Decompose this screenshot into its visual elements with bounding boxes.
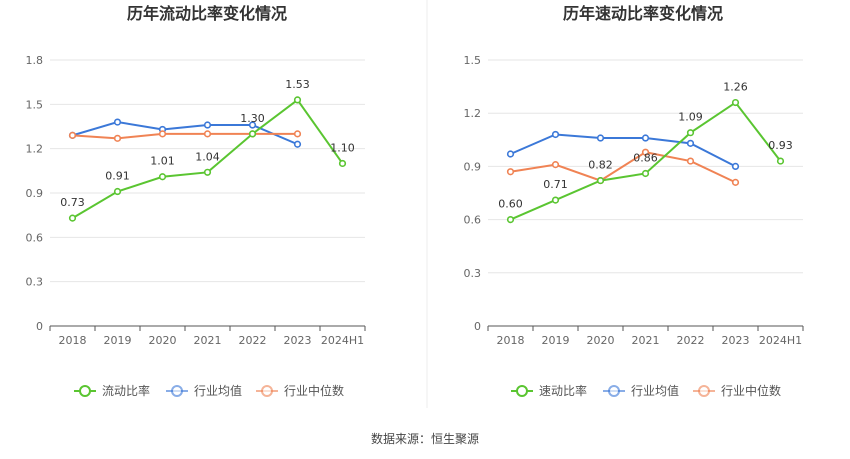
data-point-0 xyxy=(113,187,122,196)
legend-label: 行业中位数 xyxy=(284,383,344,398)
y-tick-label: 0.9 xyxy=(464,160,482,173)
y-tick-label: 0 xyxy=(36,320,43,333)
x-tick-label: 2024H1 xyxy=(759,334,802,347)
x-tick-label: 2018 xyxy=(59,334,87,347)
legend-swatch-marker xyxy=(79,385,91,397)
data-label: 1.53 xyxy=(285,78,310,91)
legend-label: 速动比率 xyxy=(539,383,587,398)
x-tick-label: 2021 xyxy=(632,334,660,347)
data-point-2 xyxy=(203,130,212,138)
x-tick-label: 2020 xyxy=(149,334,177,347)
data-point-2 xyxy=(158,130,167,138)
data-point-0 xyxy=(158,173,167,181)
y-tick-label: 1.8 xyxy=(26,54,44,67)
x-tick-label: 2018 xyxy=(497,334,525,347)
series-line-1 xyxy=(510,133,736,168)
y-tick-label: 1.5 xyxy=(464,54,482,67)
y-tick-label: 0.9 xyxy=(26,187,44,200)
data-label: 1.30 xyxy=(240,112,265,125)
legend-swatch-marker xyxy=(261,385,273,397)
legend-swatch-marker xyxy=(171,385,183,397)
legend-label: 行业中位数 xyxy=(721,383,781,398)
data-point-1 xyxy=(506,150,515,158)
legend-label: 流动比率 xyxy=(102,383,150,398)
legend-label: 行业均值 xyxy=(631,383,679,398)
x-tick-label: 2021 xyxy=(194,334,222,347)
data-point-2 xyxy=(731,178,740,186)
legend-swatch-marker xyxy=(698,385,710,397)
data-point-0 xyxy=(686,129,695,137)
x-tick-label: 2019 xyxy=(542,334,570,347)
x-tick-label: 2023 xyxy=(722,334,750,347)
data-label: 0.93 xyxy=(768,139,793,152)
chart-title: 历年速动比率变化情况 xyxy=(563,4,723,23)
y-tick-label: 0.3 xyxy=(26,276,44,289)
data-point-2 xyxy=(68,131,77,139)
data-point-2 xyxy=(293,130,302,138)
y-tick-label: 0.3 xyxy=(464,267,482,280)
data-label: 0.73 xyxy=(60,196,85,209)
data-point-0 xyxy=(338,159,347,168)
data-point-0 xyxy=(203,168,212,176)
data-point-0 xyxy=(596,176,605,185)
data-label: 1.09 xyxy=(678,111,703,124)
data-point-1 xyxy=(551,130,560,139)
x-tick-label: 2019 xyxy=(104,334,132,347)
data-label: 1.26 xyxy=(723,81,748,94)
data-point-1 xyxy=(293,140,302,148)
data-label: 1.01 xyxy=(150,155,175,168)
y-tick-label: 0.6 xyxy=(464,214,482,227)
data-label: 0.60 xyxy=(498,198,523,211)
data-label: 0.82 xyxy=(588,159,613,172)
x-tick-label: 2023 xyxy=(284,334,312,347)
data-label: 0.86 xyxy=(633,151,658,164)
y-tick-label: 0 xyxy=(474,320,481,333)
data-point-1 xyxy=(641,134,650,142)
data-point-2 xyxy=(506,168,515,176)
data-label: 0.91 xyxy=(105,170,130,183)
y-tick-label: 1.2 xyxy=(26,143,44,156)
data-point-0 xyxy=(293,96,302,104)
data-point-0 xyxy=(641,169,650,178)
legend-swatch-marker xyxy=(516,385,528,397)
data-point-1 xyxy=(686,139,695,147)
y-tick-label: 1.5 xyxy=(26,98,44,111)
data-point-0 xyxy=(248,130,257,138)
data-point-1 xyxy=(596,134,605,142)
x-tick-label: 2022 xyxy=(239,334,267,347)
data-point-0 xyxy=(551,196,560,204)
data-point-0 xyxy=(731,98,740,107)
data-point-1 xyxy=(113,118,122,126)
data-point-0 xyxy=(68,214,77,222)
data-label: 1.04 xyxy=(195,150,220,163)
x-tick-label: 2022 xyxy=(677,334,705,347)
y-tick-label: 1.2 xyxy=(464,107,482,120)
data-point-1 xyxy=(248,121,257,129)
data-label: 1.10 xyxy=(330,141,355,154)
current-ratio-chart: 历年流动比率变化情况 0 0.3 0.6 0.9 1.2 1.5 1.8 2018 2019 202… xyxy=(26,4,366,398)
data-point-0 xyxy=(506,216,515,224)
chart-title: 历年流动比率变化情况 xyxy=(127,4,287,23)
data-point-0 xyxy=(776,157,785,165)
data-point-1 xyxy=(731,162,740,170)
data-point-2 xyxy=(551,161,560,169)
data-point-2 xyxy=(113,134,122,142)
x-tick-label: 2024H1 xyxy=(321,334,364,347)
x-tick-label: 2020 xyxy=(587,334,615,347)
series-line-2 xyxy=(72,132,298,140)
data-point-1 xyxy=(203,121,212,129)
data-source: 数据来源：恒生聚源 xyxy=(371,431,479,446)
data-point-2 xyxy=(641,148,650,156)
series-line-2 xyxy=(510,151,736,184)
y-tick-label: 0.6 xyxy=(26,231,44,244)
quick-ratio-chart: 历年速动比率变化情况 0 0.3 0.6 0.9 1.2 1.5 2018 2019 2020 20… xyxy=(464,4,804,398)
legend-label: 行业均值 xyxy=(194,383,242,398)
legend-swatch-marker xyxy=(608,385,620,397)
data-label: 0.71 xyxy=(543,178,568,191)
data-point-2 xyxy=(686,157,695,165)
